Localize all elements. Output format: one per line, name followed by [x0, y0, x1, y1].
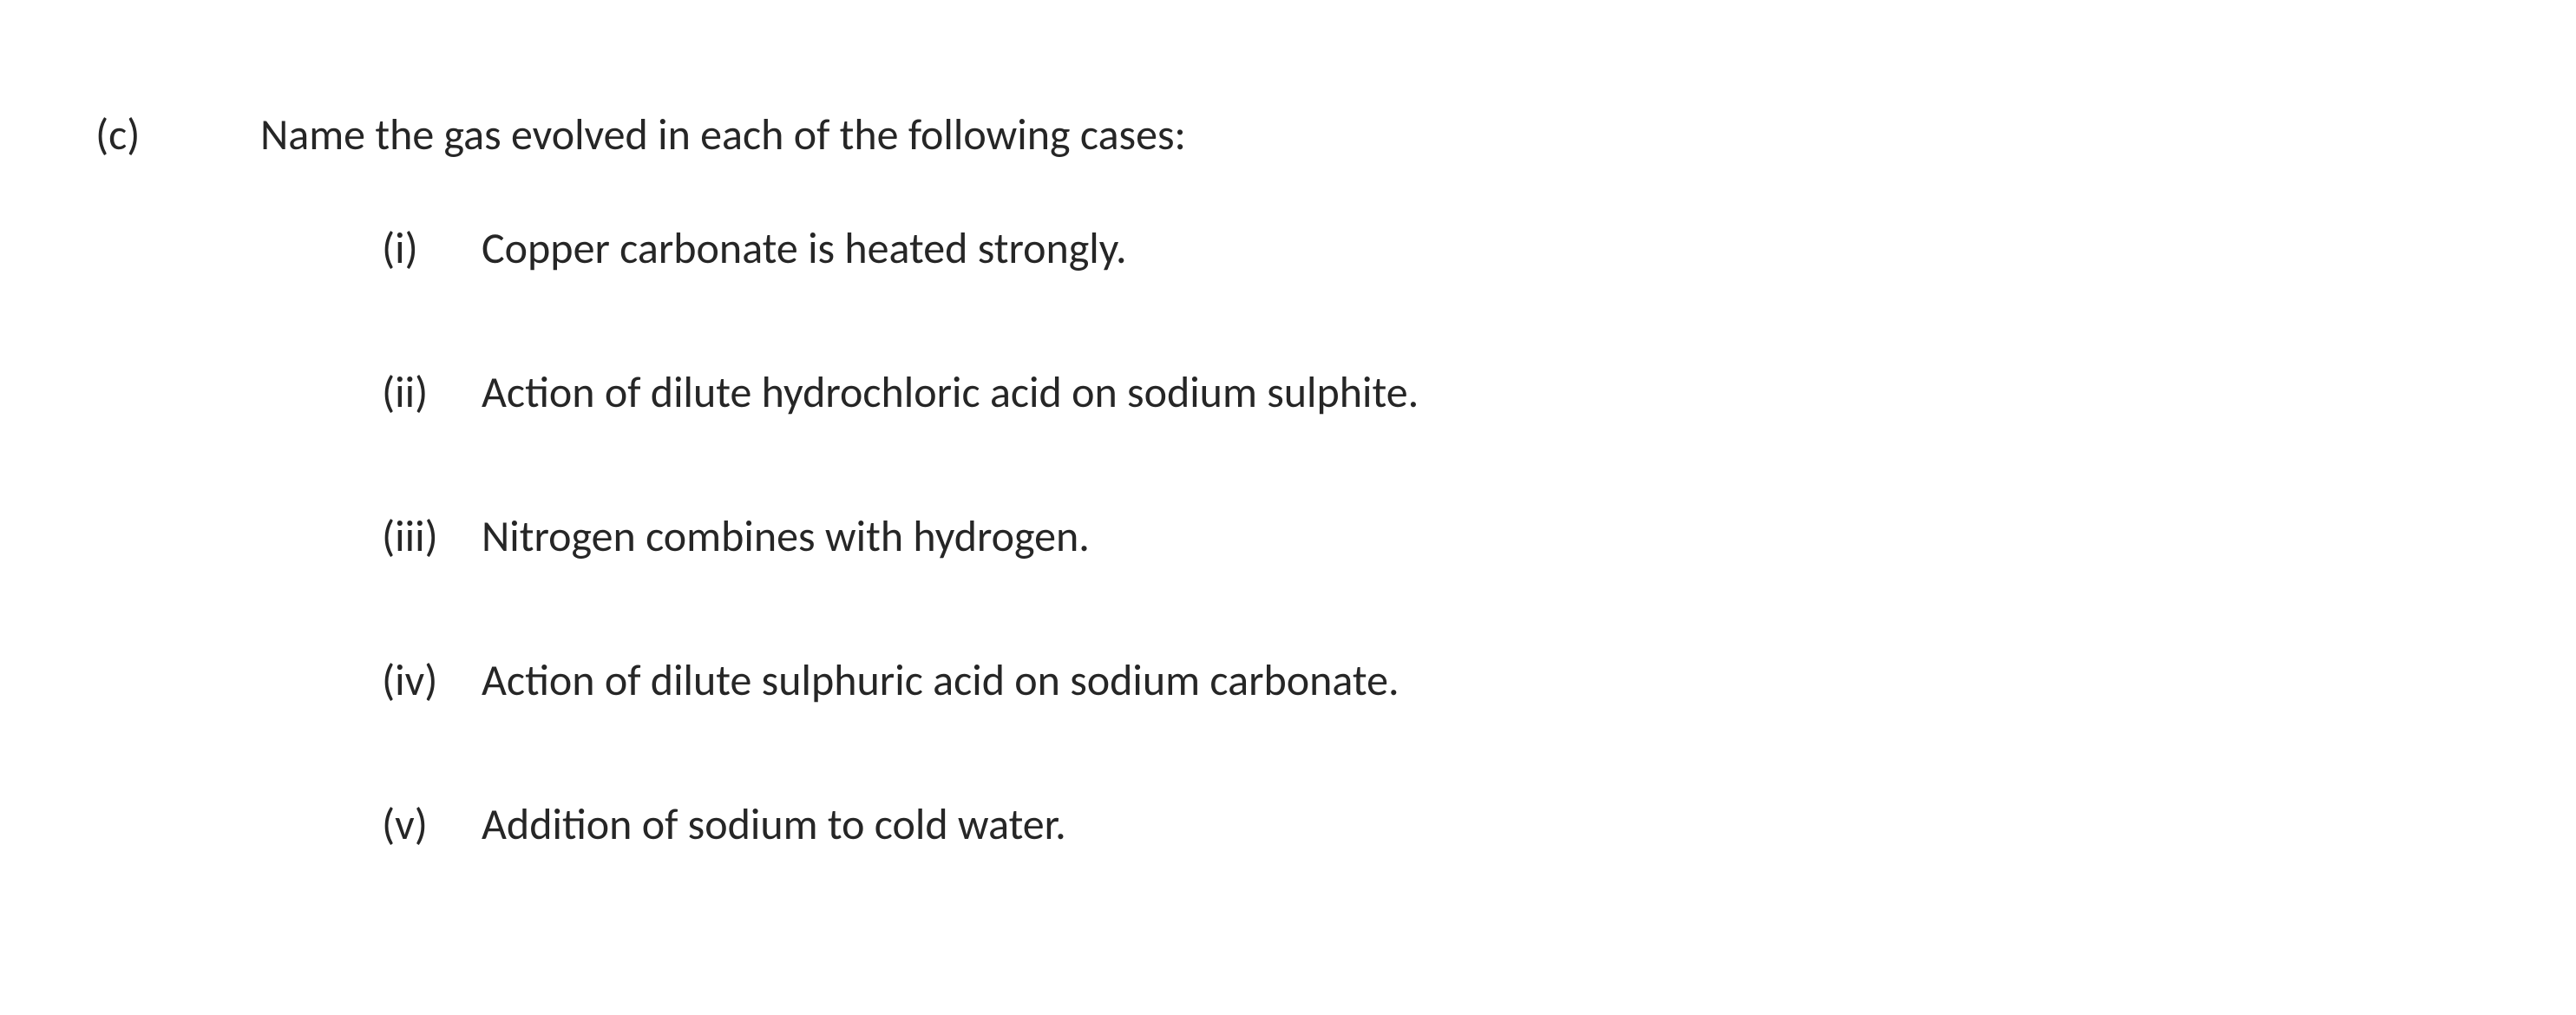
sub-item-text: Action of dilute hydrochloric acid on so… — [482, 366, 1419, 419]
sub-item-label: (ii) — [382, 366, 482, 419]
sub-item: (ii) Action of dilute hydrochloric acid … — [382, 366, 2576, 419]
sub-item-label: (i) — [382, 222, 482, 275]
sub-question-list: (i) Copper carbonate is heated strongly.… — [95, 161, 2576, 851]
sub-item-label: (iii) — [382, 510, 482, 563]
sub-item-text: Copper carbonate is heated strongly. — [482, 222, 1127, 275]
sub-item-label: (iv) — [382, 654, 482, 707]
question-part-row: (c) Name the gas evolved in each of the … — [95, 108, 2576, 161]
sub-item-text: Addition of sodium to cold water. — [482, 798, 1066, 851]
sub-item-label: (v) — [382, 798, 482, 851]
sub-item: (iv) Action of dilute sulphuric acid on … — [382, 654, 2576, 707]
part-label: (c) — [95, 108, 260, 161]
question-prompt: Name the gas evolved in each of the foll… — [260, 108, 1186, 161]
sub-item-text: Nitrogen combines with hydrogen. — [482, 510, 1090, 563]
sub-item: (iii) Nitrogen combines with hydrogen. — [382, 510, 2576, 563]
sub-item: (i) Copper carbonate is heated strongly. — [382, 222, 2576, 275]
sub-item-text: Action of dilute sulphuric acid on sodiu… — [482, 654, 1399, 707]
sub-item: (v) Addition of sodium to cold water. — [382, 798, 2576, 851]
